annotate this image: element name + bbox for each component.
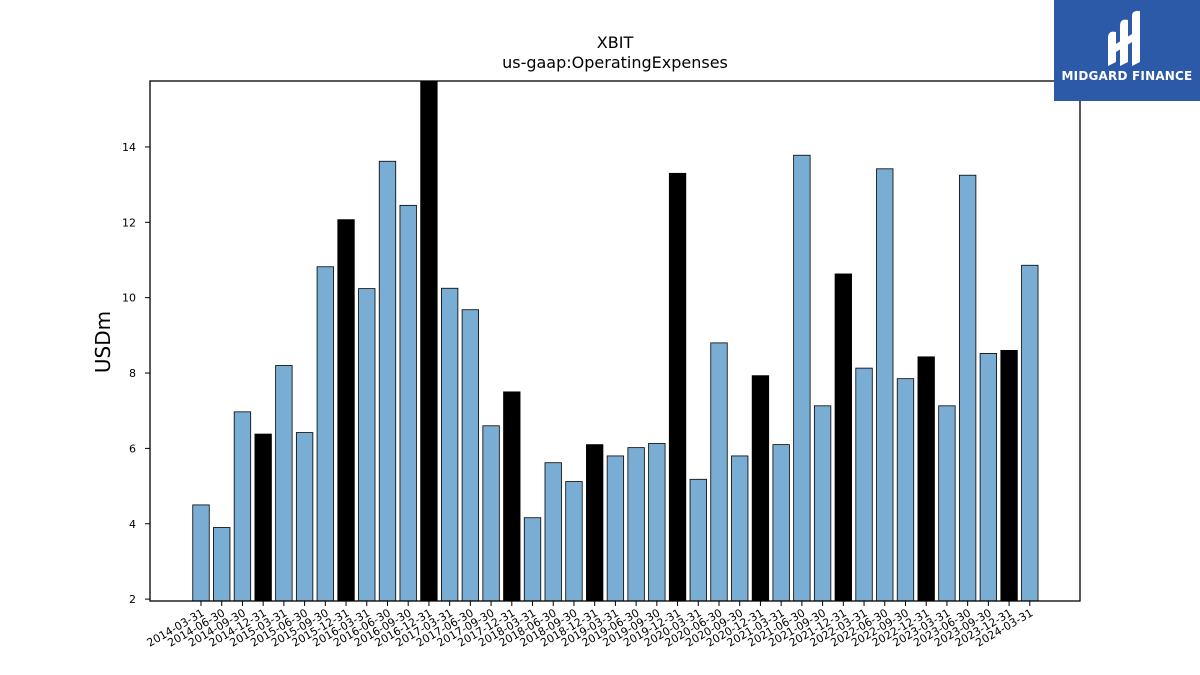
bar-2014-03-31 bbox=[192, 504, 210, 602]
bar-2018-03-31 bbox=[523, 517, 542, 602]
y-tick-label: 6 bbox=[129, 442, 136, 455]
y-tick-label: 8 bbox=[129, 367, 136, 380]
bar-2022-06-30 bbox=[876, 168, 894, 602]
bar-2022-03-31 bbox=[855, 367, 873, 602]
bar-2017-09-30 bbox=[482, 425, 500, 602]
midgard-logo-icon bbox=[1108, 10, 1140, 67]
bar-2023-06-30 bbox=[958, 174, 977, 602]
bar-2015-09-30 bbox=[316, 266, 334, 602]
bar-2018-09-30 bbox=[565, 481, 583, 602]
bar-2015-06-30 bbox=[295, 432, 314, 602]
bar-2016-03-31 bbox=[358, 288, 376, 602]
bar-2019-03-31 bbox=[606, 455, 625, 602]
y-tick-label: 2 bbox=[129, 593, 136, 606]
plot-frame bbox=[149, 80, 1081, 602]
y-tick-label: 10 bbox=[122, 292, 136, 305]
bar-2019-06-30 bbox=[627, 447, 645, 602]
bar-2017-12-31 bbox=[503, 391, 521, 602]
y-tick-label: 14 bbox=[122, 141, 136, 154]
bar-2014-06-30 bbox=[213, 527, 231, 602]
y-tick-label: 4 bbox=[129, 518, 136, 531]
bar-2019-09-30 bbox=[648, 443, 666, 602]
bar-2021-12-31 bbox=[834, 273, 852, 602]
bars-layer bbox=[192, 80, 1039, 602]
bar-2019-12-31 bbox=[668, 172, 687, 602]
bar-2021-09-30 bbox=[813, 405, 832, 602]
bar-2016-06-30 bbox=[378, 160, 397, 602]
bar-2023-03-31 bbox=[938, 405, 956, 602]
bar-2021-03-31 bbox=[772, 444, 790, 602]
y-tick-label: 12 bbox=[122, 216, 136, 229]
bar-2016-12-31 bbox=[420, 80, 438, 602]
bar-2023-09-30 bbox=[979, 353, 998, 602]
chart-title: XBIT bbox=[597, 33, 634, 52]
midgard-finance-logo: MIDGARD FINANCE bbox=[1054, 0, 1200, 101]
bar-2020-03-31 bbox=[689, 478, 707, 602]
y-ticks: 2 4 6 8 10 12 14 bbox=[122, 141, 150, 606]
chart-subtitle: us-gaap:OperatingExpenses bbox=[502, 53, 728, 72]
bar-2014-09-30 bbox=[233, 411, 252, 602]
bar-2015-12-31 bbox=[337, 219, 355, 602]
bar-2024-03-31 bbox=[1021, 264, 1039, 602]
bar-2020-12-31 bbox=[751, 375, 770, 602]
bar-2020-09-30 bbox=[731, 455, 749, 602]
bar-2023-12-31 bbox=[1000, 350, 1018, 602]
bar-2014-12-31 bbox=[254, 433, 272, 602]
bar-2018-06-30 bbox=[544, 462, 562, 602]
y-axis-label: USDm bbox=[91, 311, 115, 373]
bar-2018-12-31 bbox=[586, 444, 604, 602]
bar-2016-09-30 bbox=[399, 204, 417, 602]
bar-2020-06-30 bbox=[710, 342, 728, 602]
x-ticks: 2014-03-312014-06-302014-09-302014-12-31… bbox=[145, 601, 1035, 650]
bar-2021-06-30 bbox=[793, 154, 811, 602]
bar-2022-09-30 bbox=[896, 378, 915, 602]
bar-2017-03-31 bbox=[440, 287, 459, 602]
bar-2022-12-31 bbox=[917, 356, 935, 602]
logo-text: MIDGARD FINANCE bbox=[1061, 69, 1193, 83]
bar-2015-03-31 bbox=[275, 365, 293, 602]
bar-2017-06-30 bbox=[461, 309, 480, 602]
